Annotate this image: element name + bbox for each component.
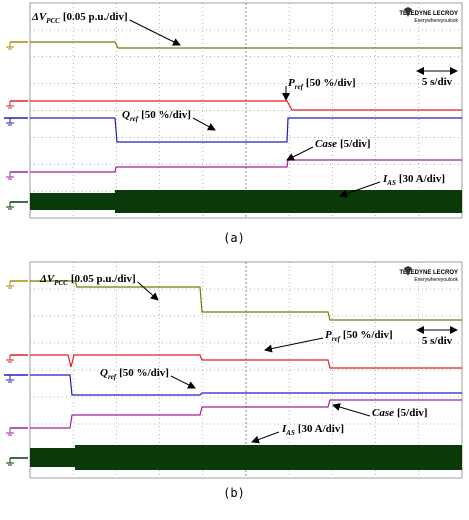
label-arrow xyxy=(286,146,314,161)
label-sub: ref xyxy=(130,115,139,123)
signal-label: Pref [50 %/div] xyxy=(288,77,356,91)
label-scale: [30 A/div] xyxy=(298,423,344,435)
label-main: Case xyxy=(315,138,337,150)
label-scale: [50 %/div] xyxy=(306,77,356,89)
ground-marker xyxy=(6,428,14,436)
label-scale: [50 %/div] xyxy=(343,329,393,341)
signal-label: Pref [50 %/div] xyxy=(325,329,393,343)
label-main: Case xyxy=(372,407,394,419)
logo-brand: TELEDYNE LECROY xyxy=(399,11,458,17)
current-trace xyxy=(75,445,462,470)
current-trace xyxy=(30,448,75,467)
label-arrow xyxy=(192,117,216,131)
label-scale: [30 A/div] xyxy=(399,173,445,185)
timescale-label: 5 s/div xyxy=(422,335,453,347)
ground-marker xyxy=(6,101,14,109)
panel-caption: (b) xyxy=(223,486,245,500)
label-scale: [5/div] xyxy=(397,407,428,419)
label-arrow xyxy=(339,181,381,198)
label-main: I xyxy=(281,423,287,435)
timescale-label: 5 s/div xyxy=(422,76,453,88)
label-arrow xyxy=(251,431,280,444)
logo-icon xyxy=(404,7,412,17)
label-main: Q xyxy=(100,367,108,379)
signal-label: Case [5/div] xyxy=(372,407,428,419)
current-trace xyxy=(115,190,462,213)
logo-tagline: Everywhereyoulook xyxy=(414,18,458,24)
ground-marker xyxy=(6,458,14,466)
label-arrow xyxy=(264,337,324,353)
signal-label: Case [5/div] xyxy=(315,138,371,150)
signal-trace xyxy=(30,399,462,429)
ground-marker xyxy=(6,42,14,50)
ground-marker xyxy=(6,355,14,363)
logo-tagline: Everywhereyoulook xyxy=(414,277,458,283)
signal-trace xyxy=(30,159,462,173)
signal-trace xyxy=(30,374,462,396)
ground-marker xyxy=(6,281,14,289)
signal-label: Qref [50 %/div] xyxy=(100,367,169,381)
signal-label: IAS [30 A/div] xyxy=(281,423,344,437)
label-sub: PCC xyxy=(54,279,68,287)
label-main: ΔV xyxy=(39,273,56,285)
label-scale: [0.05 p.u./div] xyxy=(71,273,136,285)
label-main: P xyxy=(288,77,295,89)
current-trace xyxy=(30,193,115,210)
signal-label: ΔVPCC [0.05 p.u./div] xyxy=(39,273,136,287)
signal-trace xyxy=(30,117,462,143)
ground-marker xyxy=(6,202,14,210)
logo-icon xyxy=(404,266,412,276)
label-scale: [0.05 p.u./div] xyxy=(63,11,128,23)
signal-trace xyxy=(30,280,462,321)
label-arrow xyxy=(332,403,371,417)
label-sub: PCC xyxy=(46,17,60,25)
label-sub: ref xyxy=(295,83,304,91)
logo-brand: TELEDYNE LECROY xyxy=(399,270,458,276)
label-main: ΔV xyxy=(31,11,48,23)
ground-marker xyxy=(6,172,14,180)
signal-label: ΔVPCC [0.05 p.u./div] xyxy=(31,11,128,25)
label-sub: ref xyxy=(332,335,341,343)
panel-caption: (a) xyxy=(223,231,245,245)
label-main: I xyxy=(382,173,388,185)
signal-label: Qref [50 %/div] xyxy=(122,109,191,123)
label-scale: [50 %/div] xyxy=(141,109,191,121)
label-scale: [5/div] xyxy=(340,138,371,150)
ground-marker xyxy=(6,118,14,126)
label-sub: ref xyxy=(108,373,117,381)
signal-trace xyxy=(30,100,462,111)
label-main: Q xyxy=(122,109,130,121)
label-sub: AS xyxy=(285,429,295,437)
label-arrow xyxy=(170,375,196,389)
label-arrow xyxy=(129,19,181,46)
label-main: P xyxy=(325,329,332,341)
ground-marker xyxy=(6,375,14,383)
label-scale: [50 %/div] xyxy=(119,367,169,379)
signal-trace xyxy=(30,41,462,49)
signal-trace xyxy=(30,354,462,369)
signal-label: IAS [30 A/div] xyxy=(382,173,445,187)
label-arrow xyxy=(137,281,159,301)
label-sub: AS xyxy=(386,179,396,187)
